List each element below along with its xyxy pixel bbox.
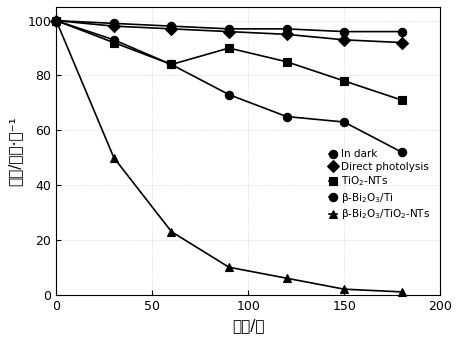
Direct photolysis <box>399 40 404 45</box>
TiO$_2$-NTs <box>168 63 174 67</box>
TiO$_2$-NTs <box>399 98 404 102</box>
In dark <box>284 27 289 31</box>
TiO$_2$-NTs <box>111 40 117 45</box>
β-Bi$_2$O$_3$/Ti <box>168 63 174 67</box>
Direct photolysis <box>111 24 117 28</box>
β-Bi$_2$O$_3$/Ti <box>54 19 59 23</box>
In dark <box>226 27 232 31</box>
In dark <box>399 30 404 34</box>
TiO$_2$-NTs <box>226 46 232 50</box>
Line: TiO$_2$-NTs: TiO$_2$-NTs <box>52 16 406 104</box>
β-Bi$_2$O$_3$/Ti <box>341 120 347 124</box>
Y-axis label: 浓度/毫克·升⁻¹: 浓度/毫克·升⁻¹ <box>7 116 22 186</box>
β-Bi$_2$O$_3$/Ti <box>284 115 289 119</box>
Direct photolysis <box>284 32 289 36</box>
β-Bi$_2$O$_3$/Ti <box>111 38 117 42</box>
TiO$_2$-NTs <box>54 19 59 23</box>
TiO$_2$-NTs <box>284 60 289 64</box>
In dark <box>341 30 347 34</box>
Direct photolysis <box>168 27 174 31</box>
β-Bi$_2$O$_3$/TiO$_2$-NTs <box>284 276 289 280</box>
X-axis label: 时间/分: 时间/分 <box>232 318 264 333</box>
Line: β-Bi$_2$O$_3$/Ti: β-Bi$_2$O$_3$/Ti <box>52 16 406 156</box>
β-Bi$_2$O$_3$/TiO$_2$-NTs <box>111 156 117 160</box>
Line: In dark: In dark <box>52 16 406 36</box>
Direct photolysis <box>54 19 59 23</box>
β-Bi$_2$O$_3$/TiO$_2$-NTs <box>399 290 404 294</box>
β-Bi$_2$O$_3$/TiO$_2$-NTs <box>54 19 59 23</box>
In dark <box>111 21 117 26</box>
β-Bi$_2$O$_3$/TiO$_2$-NTs <box>168 230 174 234</box>
Legend: In dark, Direct photolysis, TiO$_2$-NTs, β-Bi$_2$O$_3$/Ti, β-Bi$_2$O$_3$/TiO$_2$: In dark, Direct photolysis, TiO$_2$-NTs,… <box>325 145 435 226</box>
Line: β-Bi$_2$O$_3$/TiO$_2$-NTs: β-Bi$_2$O$_3$/TiO$_2$-NTs <box>52 16 406 296</box>
β-Bi$_2$O$_3$/Ti <box>399 150 404 154</box>
In dark <box>54 19 59 23</box>
β-Bi$_2$O$_3$/TiO$_2$-NTs <box>226 265 232 269</box>
Line: Direct photolysis: Direct photolysis <box>52 16 406 47</box>
TiO$_2$-NTs <box>341 79 347 83</box>
Direct photolysis <box>226 30 232 34</box>
In dark <box>168 24 174 28</box>
β-Bi$_2$O$_3$/Ti <box>226 92 232 97</box>
Direct photolysis <box>341 38 347 42</box>
β-Bi$_2$O$_3$/TiO$_2$-NTs <box>341 287 347 291</box>
